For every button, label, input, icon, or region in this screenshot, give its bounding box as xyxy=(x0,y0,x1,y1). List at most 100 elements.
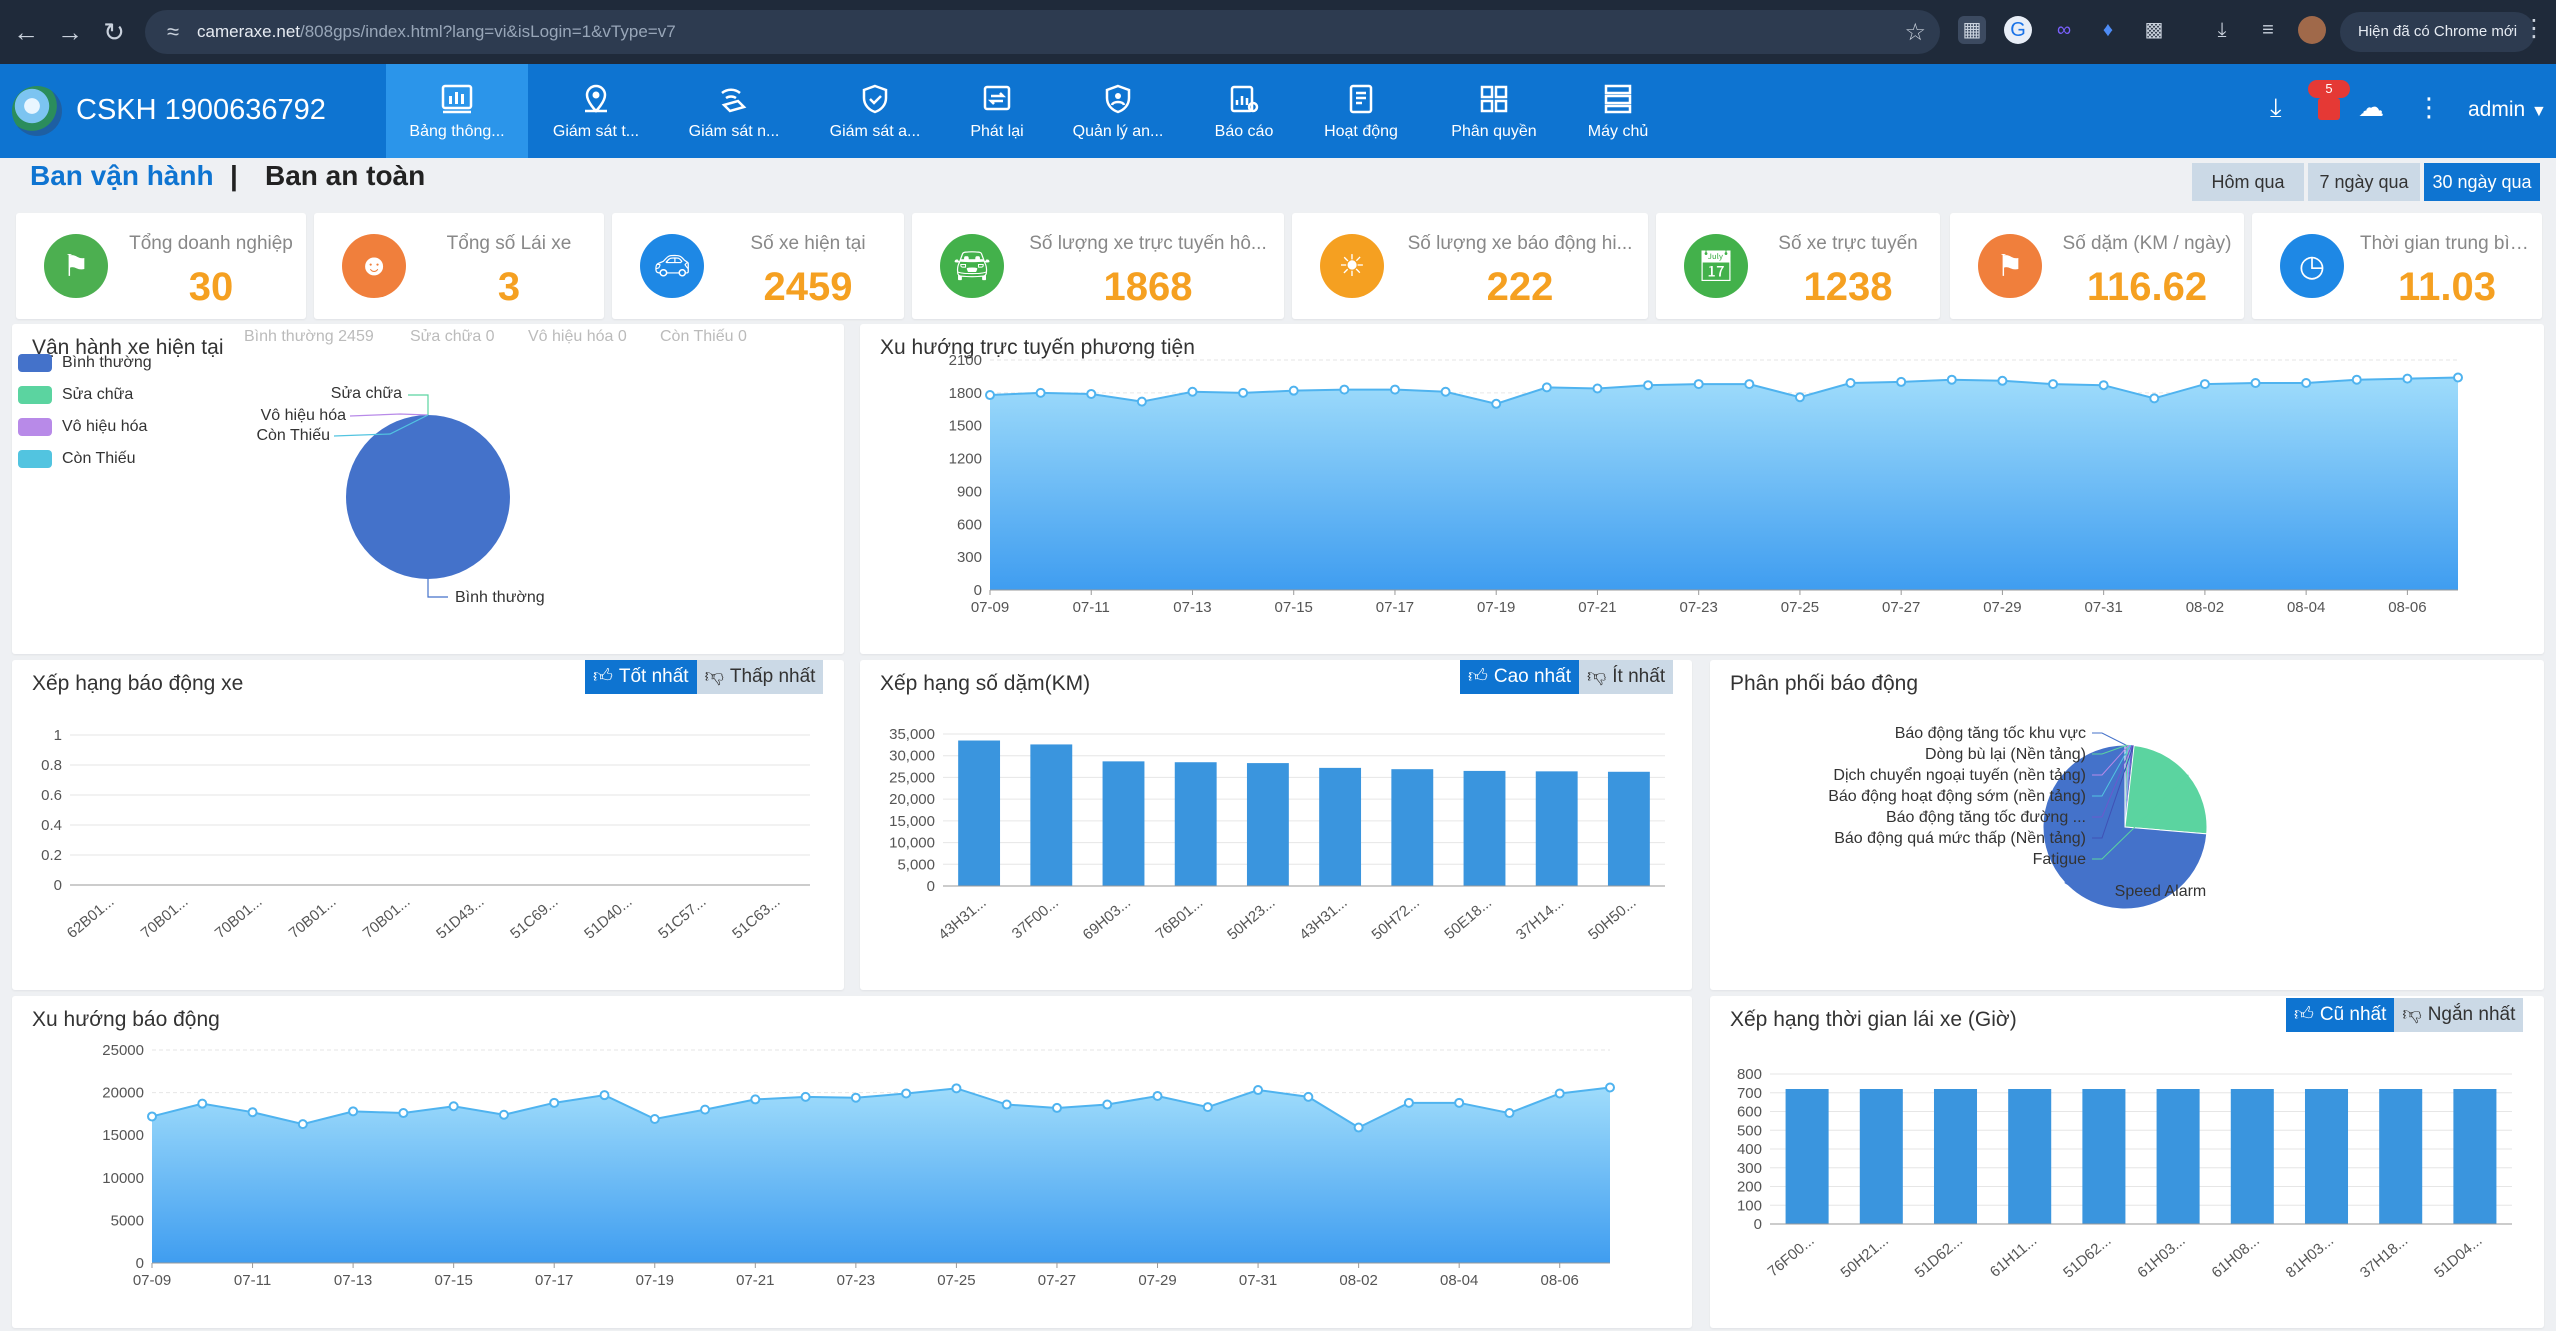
y-tick-label: 0.4 xyxy=(41,817,62,834)
range-yesterday-button[interactable]: Hôm qua xyxy=(2192,163,2304,201)
y-tick-label: 600 xyxy=(957,516,982,533)
reload-icon[interactable]: ↻ xyxy=(103,16,125,47)
data-point xyxy=(1454,1097,1465,1108)
driver-icon: ☻ xyxy=(342,234,406,298)
x-tick-label: 70B01... xyxy=(360,893,414,942)
data-point xyxy=(1001,1099,1012,1110)
x-tick-label: 07-13 xyxy=(1173,599,1211,616)
lowest-button[interactable]: 👎︎ Ít nhất xyxy=(1578,660,1674,694)
x-tick-label: 37H14... xyxy=(1513,894,1567,943)
cloud-icon[interactable]: ☁ xyxy=(2358,92,2384,122)
translate-extension-icon[interactable]: G xyxy=(2004,16,2032,44)
data-point xyxy=(549,1097,560,1108)
pie-label-line xyxy=(2092,744,2128,755)
y-tick-label: 0 xyxy=(1754,1216,1762,1233)
forward-icon[interactable]: → xyxy=(57,16,83,47)
y-tick-label: 20,000 xyxy=(889,791,935,808)
bar xyxy=(1030,744,1073,886)
tab-separator: | xyxy=(230,160,238,191)
alarm-bell-icon[interactable] xyxy=(2318,98,2340,120)
bar xyxy=(2156,1089,2200,1224)
reading-list-icon[interactable]: ≡ xyxy=(2262,19,2274,41)
more-menu-icon[interactable]: ⋮ xyxy=(2416,92,2442,122)
nav-safety-management[interactable]: Quản lý an... xyxy=(1062,64,1174,158)
best-button[interactable]: 👍︎ Tốt nhất xyxy=(585,660,697,694)
data-point xyxy=(1303,1091,1314,1102)
x-tick-label: 51C57... xyxy=(655,893,709,942)
nav-servers[interactable]: Máy chủ xyxy=(1574,64,1662,158)
tab-operation[interactable]: Ban vận hành xyxy=(30,160,214,191)
address-bar[interactable]: ≈ cameraxe.net/808gps/index.html?lang=vi… xyxy=(145,10,1940,54)
longest-button[interactable]: 👍︎ Cũ nhất xyxy=(2286,998,2395,1032)
profile-avatar-icon[interactable] xyxy=(2298,16,2326,44)
download-icon[interactable]: ⤓ xyxy=(2217,19,2227,41)
panel-title: Phân phối báo động xyxy=(1730,672,1919,695)
legend-repair[interactable]: Sửa chữa xyxy=(18,386,133,404)
data-point xyxy=(1187,386,1198,397)
chrome-update-button[interactable]: Hiện đã có Chrome mới xyxy=(2340,12,2536,52)
extension-icon[interactable]: ▦ xyxy=(1958,16,1986,44)
nav-safety-monitor[interactable]: Giám sát a... xyxy=(816,64,934,158)
bar xyxy=(2453,1089,2497,1224)
y-tick-label: 5000 xyxy=(111,1212,144,1229)
nav-network-monitor[interactable]: Giám sát n... xyxy=(676,64,792,158)
pie-label: Bình thường xyxy=(455,589,545,606)
browser-toolbar: ← → ↻ ≈ cameraxe.net/808gps/index.html?l… xyxy=(0,0,2556,64)
download-app-icon[interactable]: ⤓ xyxy=(2270,92,2282,122)
nav-permissions[interactable]: Phân quyền xyxy=(1442,64,1546,158)
tab-safety[interactable]: Ban an toàn xyxy=(265,160,426,191)
legend-disabled[interactable]: Vô hiệu hóa xyxy=(18,418,147,436)
data-point xyxy=(1794,392,1805,403)
online-trend-chart: 0 300 600 900 1200 1500 1800 2100 07-09 07-11 07-1… xyxy=(949,352,2463,616)
pie-slice xyxy=(2125,745,2130,827)
worst-button[interactable]: 👎︎ Thấp nhất xyxy=(696,660,824,694)
range-30days-button[interactable]: 30 ngày qua xyxy=(2424,163,2540,201)
mileage-rank-toggle: 👍︎ Cao nhất 👎︎ Ít nhất xyxy=(1460,660,1674,694)
nav-playback[interactable]: Phát lại xyxy=(954,64,1040,158)
bookmark-star-icon[interactable]: ☆ xyxy=(1904,19,1926,46)
pie-slice xyxy=(2125,745,2129,827)
kpi-title: Số lượng xe báo động hi... xyxy=(1407,233,1633,254)
panel-title: Xu hướng báo động xyxy=(32,1008,220,1031)
data-point xyxy=(448,1101,459,1112)
legend-missing[interactable]: Còn Thiếu xyxy=(18,450,136,468)
data-point xyxy=(1997,375,2008,386)
site-info-icon[interactable]: ≈ xyxy=(166,19,180,44)
tag-extension-icon[interactable]: ♦ xyxy=(2102,19,2114,41)
drive-time-toggle: 👍︎ Cũ nhất 👎︎ Ngắn nhất xyxy=(2286,998,2524,1032)
nav-dashboard[interactable]: Bảng thông... xyxy=(386,64,528,158)
x-tick-label: 43H31... xyxy=(935,894,989,943)
y-tick-label: 10,000 xyxy=(889,835,935,852)
nav-label: Phát lại xyxy=(970,123,1024,140)
back-icon[interactable]: ← xyxy=(13,16,39,47)
pie-label-line xyxy=(2092,732,2126,746)
shortest-button[interactable]: 👎︎ Ngắn nhất xyxy=(2394,998,2524,1032)
x-tick-label: 51C69... xyxy=(507,893,561,942)
data-point xyxy=(1035,387,1046,398)
data-point xyxy=(985,390,995,401)
range-7days-button[interactable]: 7 ngày qua xyxy=(2308,163,2420,201)
highest-button[interactable]: 👍︎ Cao nhất xyxy=(1460,660,1579,694)
dashboard-icon xyxy=(438,81,476,117)
kpi-title: Tổng doanh nghiệp xyxy=(129,233,293,254)
kpi-title: Số dặm (KM / ngày) xyxy=(2062,233,2232,254)
puzzle-extensions-icon[interactable]: ▩ xyxy=(2144,19,2164,41)
x-tick-label: 08-04 xyxy=(2287,599,2325,616)
x-tick-label: 50H50... xyxy=(1585,894,1639,943)
nav-location-monitor[interactable]: Giám sát t... xyxy=(540,64,652,158)
x-tick-label: 08-02 xyxy=(1339,1272,1377,1289)
url-text[interactable]: cameraxe.net/808gps/index.html?lang=vi&i… xyxy=(197,22,676,42)
link-extension-icon[interactable]: ∞ xyxy=(2056,19,2072,41)
bar xyxy=(1102,761,1145,886)
user-menu[interactable]: admin ▼ xyxy=(2468,98,2547,122)
data-point xyxy=(1643,380,1654,391)
browser-menu-icon[interactable]: ⋮ xyxy=(2522,15,2546,42)
x-tick-label: 07-25 xyxy=(937,1272,975,1289)
x-tick-label: 08-06 xyxy=(2388,599,2426,616)
x-tick-label: 61H08... xyxy=(2208,1232,2262,1281)
legend-normal[interactable]: Bình thường xyxy=(18,354,152,372)
nav-reports[interactable]: Báo cáo xyxy=(1200,64,1288,158)
nav-activity[interactable]: Hoạt động xyxy=(1312,64,1410,158)
data-point xyxy=(2048,379,2059,390)
nav-label: Giám sát n... xyxy=(688,123,780,140)
